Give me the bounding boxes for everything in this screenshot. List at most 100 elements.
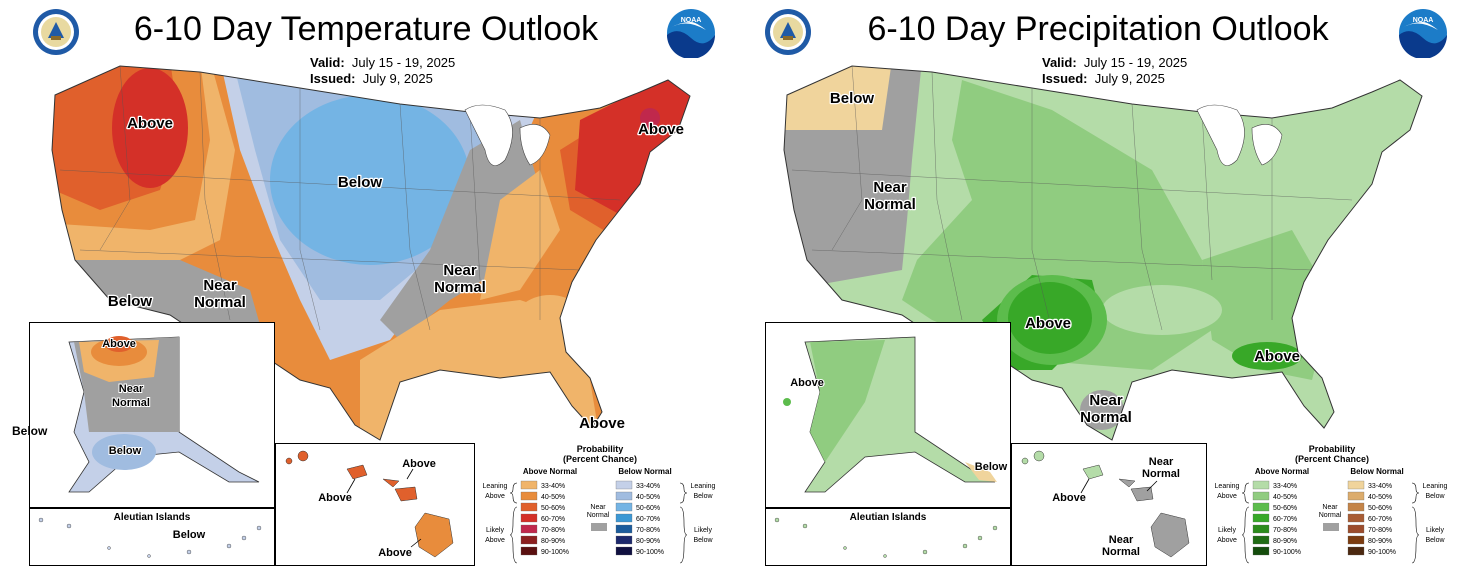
precip-above-range-5: 80-90% xyxy=(1273,538,1297,545)
valid-label: Valid: xyxy=(310,55,345,70)
issued-value: July 9, 2025 xyxy=(362,71,433,86)
issued-label: Issued: xyxy=(310,71,356,86)
label-ak-above: Above xyxy=(790,377,824,389)
label-above-nw: Above xyxy=(127,115,173,132)
hi-above-2: Above xyxy=(318,492,352,504)
temp-above-range-5: 80-90% xyxy=(541,538,565,545)
temp-above-range-2: 50-60% xyxy=(541,505,565,512)
precip-above-range-2: 50-60% xyxy=(1273,505,1297,512)
valid-label: Valid: xyxy=(1042,55,1077,70)
commerce-seal-icon xyxy=(33,9,79,55)
temp-below-swatch-2 xyxy=(615,502,633,512)
temp-below-swatch-1 xyxy=(615,491,633,501)
likely-above-2: Above xyxy=(1217,537,1237,544)
label-ak-near-1: Near xyxy=(119,383,144,395)
precip-below-swatch-0 xyxy=(1347,480,1365,490)
label-near-tx-2: Normal xyxy=(1080,409,1132,426)
temp-above-range-3: 60-70% xyxy=(541,516,565,523)
svg-text:NOAA: NOAA xyxy=(1413,17,1434,24)
leaning-above-2: Above xyxy=(1217,493,1237,500)
issued-value: July 9, 2025 xyxy=(1094,71,1165,86)
temp-above-swatch-2 xyxy=(520,502,538,512)
precip-below-range-0: 33-40% xyxy=(1368,483,1392,490)
legend-below-head: Below Normal xyxy=(1350,467,1403,476)
temp-above-range-1: 40-50% xyxy=(541,494,565,501)
precip-above-swatch-2 xyxy=(1252,502,1270,512)
temp-above-range-4: 70-80% xyxy=(541,527,565,534)
likely-above-1: Likely xyxy=(486,527,504,534)
temp-above-swatch-1 xyxy=(520,491,538,501)
precipitation-legend: Probability (Percent Chance) Above Norma… xyxy=(1215,444,1448,564)
label-near-w-1: Near xyxy=(203,277,237,294)
label-ak-below: Below xyxy=(109,445,142,457)
temperature-legend: Probability (Percent Chance) Above Norma… xyxy=(483,444,716,564)
precipitation-outlook-panel: 6-10 Day Precipitation Outlook Valid: Ju… xyxy=(732,0,1464,572)
legend-title-1: Probability xyxy=(1309,444,1356,454)
legend-title-1: Probability xyxy=(577,444,624,454)
leaning-below-1: Leaning xyxy=(691,483,716,490)
alaska-inset: Above Below xyxy=(765,322,1011,508)
legend-below-head: Below Normal xyxy=(618,467,671,476)
precip-below-range-1: 40-50% xyxy=(1368,494,1392,501)
leaning-above-1: Leaning xyxy=(483,483,508,490)
precip-below-swatch-4 xyxy=(1347,524,1365,534)
label-below-nw: Below xyxy=(830,90,875,107)
label-near-w-2: Normal xyxy=(864,196,916,213)
precip-below-range-2: 50-60% xyxy=(1368,505,1392,512)
leaning-below-2: Below xyxy=(693,493,713,500)
temp-below-swatch-5 xyxy=(615,535,633,545)
leaning-below-2: Below xyxy=(1425,493,1445,500)
precip-above-range-4: 70-80% xyxy=(1273,527,1297,534)
leaning-above-1: Leaning xyxy=(1215,483,1240,490)
likely-above-2: Above xyxy=(485,537,505,544)
precip-below-range-3: 60-70% xyxy=(1368,516,1392,523)
label-near-c-2: Normal xyxy=(434,279,486,296)
alaska-inset: Above Near Normal Below xyxy=(29,322,275,508)
label-ak-near-2: Normal xyxy=(112,397,150,409)
precip-above-swatch-3 xyxy=(1252,513,1270,523)
hi-above-1: Above xyxy=(402,458,436,470)
label-below-sw: Below xyxy=(108,293,153,310)
precip-above-range-0: 33-40% xyxy=(1273,483,1297,490)
aleutian-inset: Aleutian Islands xyxy=(765,508,1011,566)
temperature-outlook-panel: 6-10 Day Temperature Outlook Valid: July… xyxy=(12,9,716,566)
precip-below-range-4: 70-80% xyxy=(1368,527,1392,534)
temp-below-range-1: 40-50% xyxy=(636,494,660,501)
label-above-se: Above xyxy=(1254,348,1300,365)
legend-near-1: Near xyxy=(590,504,606,511)
likely-above-1: Likely xyxy=(1218,527,1236,534)
precip-above-swatch-5 xyxy=(1252,535,1270,545)
hawaii-inset: Above Above Above xyxy=(275,443,475,566)
label-near-c-1: Near xyxy=(443,262,477,279)
precip-below-swatch-5 xyxy=(1347,535,1365,545)
likely-below-2: Below xyxy=(693,537,713,544)
precip-below-swatch-6 xyxy=(1347,546,1365,556)
legend-title-2: (Percent Chance) xyxy=(1295,454,1369,464)
label-near-tx-1: Near xyxy=(1089,392,1123,409)
temp-below-swatch-3 xyxy=(615,513,633,523)
label-above-ne: Above xyxy=(638,121,684,138)
precip-above-swatch-0 xyxy=(1252,480,1270,490)
precip-above-swatch-4 xyxy=(1252,524,1270,534)
label-near-w-1: Near xyxy=(873,179,907,196)
precipitation-title: 6-10 Day Precipitation Outlook xyxy=(867,10,1329,48)
temp-above-swatch-4 xyxy=(520,524,538,534)
aleutian-title: Aleutian Islands xyxy=(850,512,927,523)
hi-above: Above xyxy=(1052,492,1086,504)
hi-near-2b: Normal xyxy=(1102,546,1140,558)
temp-below-swatch-0 xyxy=(615,480,633,490)
svg-text:NOAA: NOAA xyxy=(681,17,702,24)
precipitation-dates: Valid: July 15 - 19, 2025 Issued: July 9… xyxy=(1042,55,1187,87)
temp-above-swatch-0 xyxy=(520,480,538,490)
precip-above-swatch-6 xyxy=(1252,546,1270,556)
valid-value: July 15 - 19, 2025 xyxy=(1083,55,1188,70)
temperature-dates: Valid: July 15 - 19, 2025 Issued: July 9… xyxy=(310,55,455,87)
noaa-logo-icon: NOAA xyxy=(1399,9,1447,58)
precip-above-range-3: 60-70% xyxy=(1273,516,1297,523)
hi-near-1b: Normal xyxy=(1142,468,1180,480)
label-above-fl: Above xyxy=(579,415,625,432)
precip-below-range-5: 80-90% xyxy=(1368,538,1392,545)
precip-above-range-6: 90-100% xyxy=(1273,549,1301,556)
temp-below-range-6: 90-100% xyxy=(636,549,664,556)
likely-below-1: Likely xyxy=(694,527,712,534)
